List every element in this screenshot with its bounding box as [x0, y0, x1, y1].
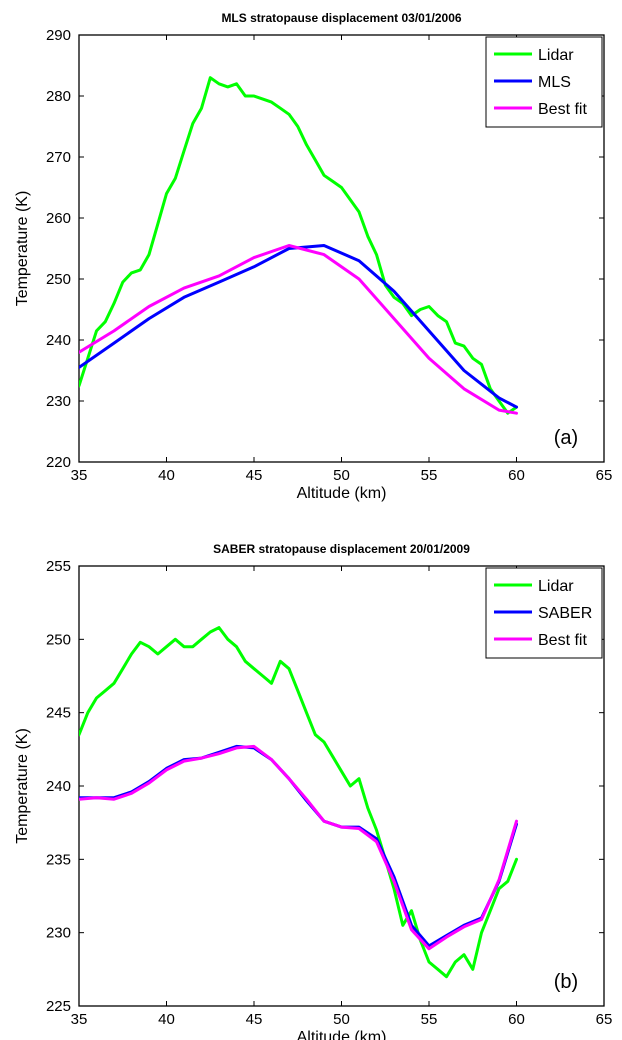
panel-b-series-line-best-fit	[79, 744, 518, 951]
panel-a-y-tick-label: 270	[46, 149, 71, 166]
panel-a-y-tick-label: 280	[46, 88, 71, 105]
panel-a-series-line-lidar	[79, 76, 518, 415]
panel-a-series-line-mls	[79, 244, 518, 409]
panel-b-y-tick-label: 250	[46, 631, 71, 648]
panel-b-title: SABER stratopause displacement 20/01/200…	[213, 542, 470, 556]
panel-a-y-tick-label: 250	[46, 271, 71, 288]
panel-b-series-line-lidar	[79, 626, 518, 979]
panel-a-x-tick-label: 50	[333, 467, 350, 484]
panel-b-x-tick-label: 35	[71, 1011, 88, 1028]
panel-a-legend-label-best-fit: Best fit	[538, 101, 587, 118]
panel-a-x-tick-label: 60	[508, 467, 525, 484]
panel-b-x-tick-label: 50	[333, 1011, 350, 1028]
panel-a-series-line-best-fit	[79, 244, 518, 415]
panel-a-legend-label-mls: MLS	[538, 74, 571, 91]
panel-b-x-tick-label: 65	[596, 1011, 613, 1028]
panel-a-legend: Lidar MLS Best fit	[485, 36, 603, 128]
panel-a-legend-label-lidar: Lidar	[538, 47, 574, 64]
panel-a-panel-label: (a)	[554, 427, 578, 449]
panel-a-y-axis-label: Temperature (K)	[14, 191, 31, 307]
panel-a-x-tick-label: 65	[596, 467, 613, 484]
panel-b-legend: Lidar SABER Best fit	[485, 567, 603, 659]
panel-b: SABER stratopause displacement 20/01/200…	[14, 542, 612, 1040]
panel-b-y-tick-label: 255	[46, 558, 71, 575]
panel-a-y-tick-label: 290	[46, 27, 71, 44]
panel-a-x-tick-label: 45	[246, 467, 263, 484]
panel-a-x-tick-label: 55	[421, 467, 438, 484]
panel-a: MLS stratopause displacement 03/01/2006 3…	[14, 11, 612, 502]
panel-a-x-axis-label: Altitude (km)	[297, 485, 387, 502]
panel-b-legend-label-saber: SABER	[538, 605, 592, 622]
panel-b-x-tick-label: 60	[508, 1011, 525, 1028]
panel-a-y-tick-label: 240	[46, 332, 71, 349]
panel-b-x-tick-label: 40	[158, 1011, 175, 1028]
panel-b-y-tick-label: 240	[46, 778, 71, 795]
panel-a-x-tick-label: 40	[158, 467, 175, 484]
panel-b-x-axis-label: Altitude (km)	[297, 1029, 387, 1040]
panel-b-y-tick-label: 245	[46, 705, 71, 722]
panel-b-legend-label-lidar: Lidar	[538, 578, 574, 595]
panel-b-y-axis-label: Temperature (K)	[14, 728, 31, 844]
panel-b-y-tick-label: 230	[46, 925, 71, 942]
panel-b-y-tick-label: 235	[46, 851, 71, 868]
panel-a-y-tick-label: 220	[46, 454, 71, 471]
panel-a-x-tick-label: 35	[71, 467, 88, 484]
panel-b-x-tick-label: 45	[246, 1011, 263, 1028]
panel-a-series-group	[79, 76, 518, 415]
panel-a-title: MLS stratopause displacement 03/01/2006	[221, 11, 461, 25]
panel-b-y-tick-label: 225	[46, 998, 71, 1015]
panel-a-y-tick-label: 260	[46, 210, 71, 227]
panel-a-y-tick-label: 230	[46, 393, 71, 410]
panel-b-legend-label-best-fit: Best fit	[538, 632, 587, 649]
panel-b-x-tick-label: 55	[421, 1011, 438, 1028]
panel-b-series-group	[79, 626, 518, 979]
panel-b-panel-label: (b)	[554, 971, 578, 993]
